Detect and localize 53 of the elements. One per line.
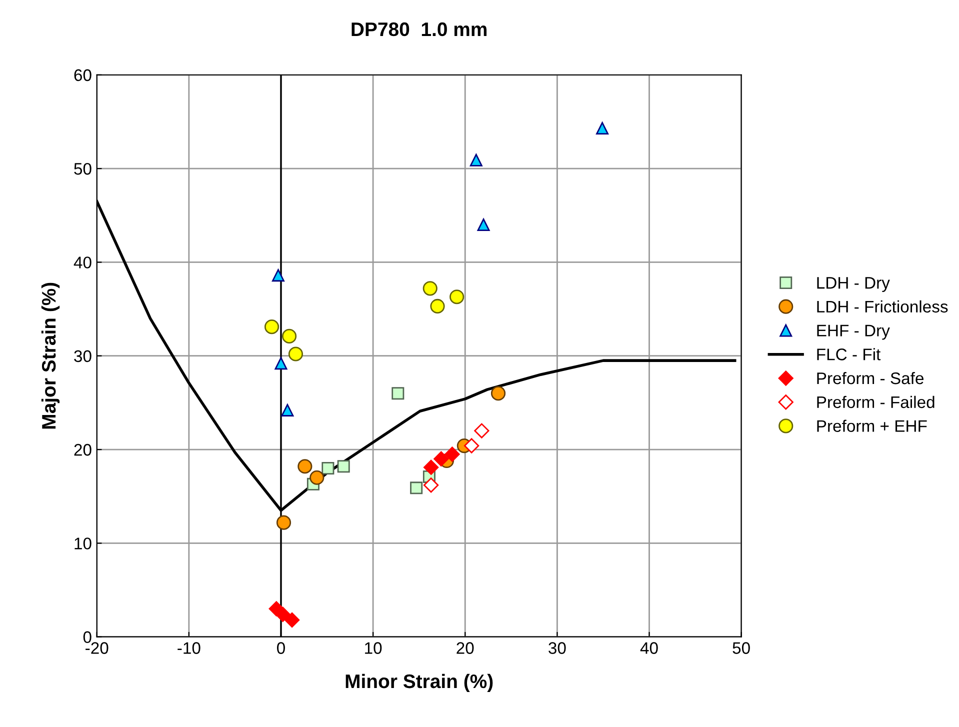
legend-label: Preform - Failed xyxy=(817,396,934,408)
point xyxy=(464,438,480,454)
point xyxy=(444,446,460,462)
x-tick-label: 40 xyxy=(640,642,658,654)
point xyxy=(284,612,300,628)
x-tick-label: 20 xyxy=(456,642,474,654)
x-tick-label: -10 xyxy=(178,642,200,654)
point xyxy=(596,122,609,135)
chart-title: DP780 1.0 mm xyxy=(352,22,487,36)
y-tick-label: 20 xyxy=(74,444,92,456)
point xyxy=(288,346,304,362)
point xyxy=(298,459,312,474)
y-axis-title: Major Strain (%) xyxy=(41,282,60,429)
point xyxy=(434,451,449,466)
x-tick-label: 0 xyxy=(277,642,285,654)
x-axis-title: Minor Strain (%) xyxy=(346,674,493,692)
point xyxy=(430,298,445,314)
legend-label: Preform - Safe xyxy=(817,372,924,384)
point xyxy=(337,460,350,473)
y-tick-label: 40 xyxy=(74,256,92,268)
point xyxy=(423,478,439,493)
point xyxy=(264,320,280,334)
point xyxy=(282,328,297,344)
y-tick-label: 50 xyxy=(74,162,92,175)
point xyxy=(281,404,294,416)
y-tick-label: 0 xyxy=(83,631,92,644)
x-tick-label: 50 xyxy=(732,642,750,654)
point xyxy=(474,423,490,438)
point xyxy=(422,281,438,296)
y-tick-label: 10 xyxy=(74,538,92,550)
legend-label: LDH - Frictionless xyxy=(817,300,948,313)
point xyxy=(423,460,439,475)
point xyxy=(470,154,482,166)
legend-label: LDH - Dry xyxy=(817,277,890,292)
legend-label: EHF - Dry xyxy=(817,324,890,340)
x-tick-label: -20 xyxy=(86,642,108,654)
point xyxy=(490,386,506,401)
point xyxy=(310,470,324,485)
point xyxy=(275,606,290,622)
x-tick-label: 10 xyxy=(365,642,382,654)
point xyxy=(272,269,284,282)
point xyxy=(410,482,423,494)
point xyxy=(274,357,288,370)
y-tick-label: 30 xyxy=(74,350,92,362)
point xyxy=(392,387,404,400)
point xyxy=(276,515,292,530)
point xyxy=(477,218,490,231)
legend-label: Preform + EHF xyxy=(817,420,927,432)
point xyxy=(450,290,464,304)
x-tick-label: 30 xyxy=(548,642,566,654)
y-tick-label: 60 xyxy=(74,69,92,82)
legend-label: FLC - Fit xyxy=(817,348,881,360)
point xyxy=(322,462,334,475)
